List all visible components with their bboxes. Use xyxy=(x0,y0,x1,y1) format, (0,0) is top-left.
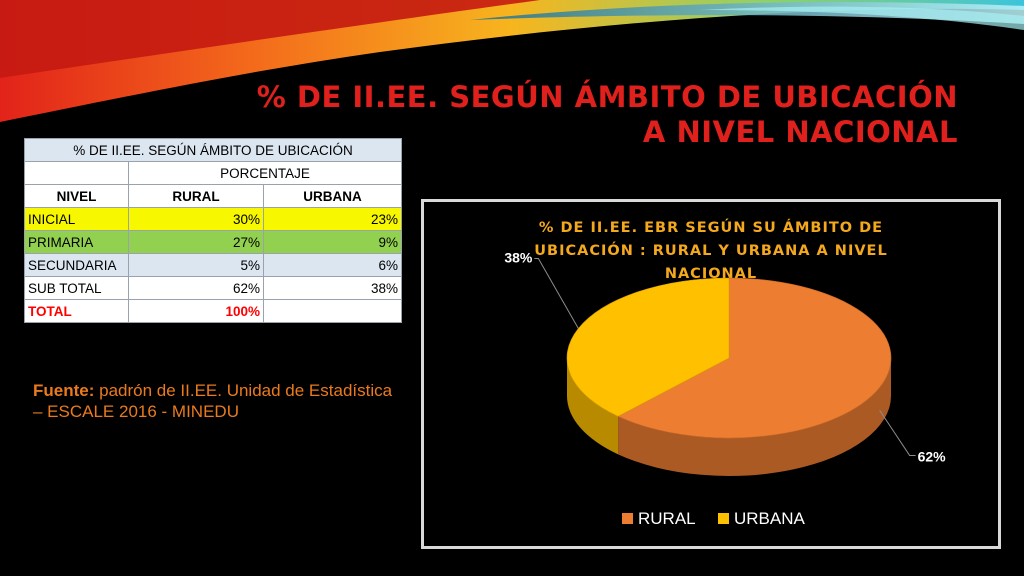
data-label-leader xyxy=(879,409,916,456)
cell-rural: 62% xyxy=(128,276,264,300)
cell-rural: 5% xyxy=(128,253,264,277)
cell-rural: 100% xyxy=(128,299,264,323)
legend-label-urbana: URBANA xyxy=(734,509,806,528)
slide-title: % DE II.EE. SEGÚN ÁMBITO DE UBICACIÓN A … xyxy=(257,80,958,150)
data-label-urbana: 38% xyxy=(504,250,533,266)
data-table: % DE II.EE. SEGÚN ÁMBITO DE UBICACIÓN PO… xyxy=(24,138,402,323)
cell-rural: 30% xyxy=(128,207,264,231)
data-label-rural: 62% xyxy=(918,448,947,464)
cell-nivel: SECUNDARIA xyxy=(24,253,129,277)
decorative-swoosh xyxy=(0,0,1024,122)
legend-swatch-rural xyxy=(622,513,633,524)
pie-slice-side-rural xyxy=(618,358,891,476)
table-row: PRIMARIA 27% 9% xyxy=(24,230,402,254)
data-label-leader xyxy=(534,258,579,329)
cell-nivel: TOTAL xyxy=(24,299,129,323)
slide-title-line-2: A NIVEL NACIONAL xyxy=(642,115,958,149)
table-row: INICIAL 30% 23% xyxy=(24,207,402,231)
column-header-urbana: URBANA xyxy=(263,184,402,208)
source-text: padrón de II.EE. Unidad de Estadística –… xyxy=(33,381,393,421)
source-note: Fuente: padrón de II.EE. Unidad de Estad… xyxy=(33,380,393,422)
table-row: SUB TOTAL 62% 38% xyxy=(24,276,402,300)
column-header-nivel: NIVEL xyxy=(24,184,129,208)
table-row: SECUNDARIA 5% 6% xyxy=(24,253,402,277)
chart-title-line: UBICACIÓN : RURAL Y URBANA A NIVEL xyxy=(534,241,887,259)
pie-chart-frame: % DE II.EE. EBR SEGÚN SU ÁMBITO DE UBICAC… xyxy=(421,199,1001,549)
cell-urbana: 6% xyxy=(263,253,402,277)
table-title: % DE II.EE. SEGÚN ÁMBITO DE UBICACIÓN xyxy=(24,138,402,162)
cell-nivel: PRIMARIA xyxy=(24,230,129,254)
cell-nivel: SUB TOTAL xyxy=(24,276,129,300)
cell-urbana: 9% xyxy=(263,230,402,254)
pie-slice-rural xyxy=(617,277,892,439)
table-subheader: PORCENTAJE xyxy=(128,161,402,185)
legend-label-rural: RURAL xyxy=(638,509,696,528)
slide-title-line-1: % DE II.EE. SEGÚN ÁMBITO DE UBICACIÓN xyxy=(256,80,958,114)
source-label: Fuente: xyxy=(33,381,95,400)
pie-slice-urbana xyxy=(566,277,730,417)
cell-rural: 27% xyxy=(128,230,264,254)
pie-chart: % DE II.EE. EBR SEGÚN SU ÁMBITO DE UBICAC… xyxy=(504,218,947,528)
pie-slice-side-urbana xyxy=(567,358,619,455)
column-header-rural: RURAL xyxy=(128,184,264,208)
cell-urbana xyxy=(263,299,402,323)
cell-urbana: 23% xyxy=(263,207,402,231)
table-row: TOTAL 100% xyxy=(24,299,402,323)
cell-urbana: 38% xyxy=(263,276,402,300)
cell-nivel: INICIAL xyxy=(24,207,129,231)
legend-swatch-urbana xyxy=(718,513,729,524)
chart-title-line: % DE II.EE. EBR SEGÚN SU ÁMBITO DE xyxy=(539,218,883,236)
